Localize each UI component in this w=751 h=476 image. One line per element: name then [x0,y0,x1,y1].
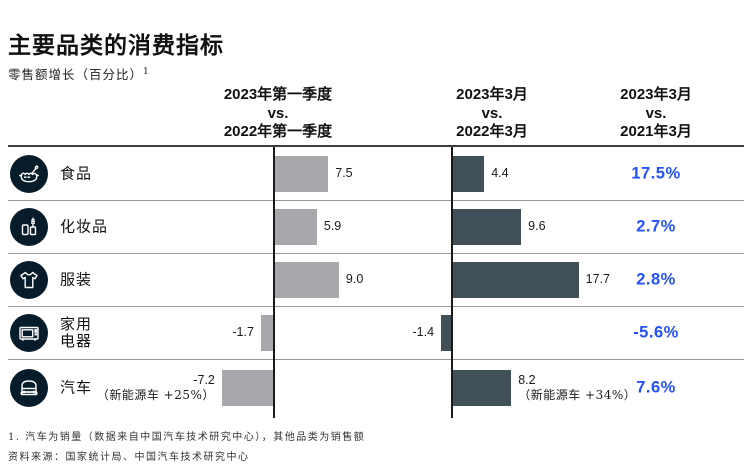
column-header-line: 2022年3月 [456,123,528,140]
bar-march-3 [441,314,451,351]
category-row-cosmetics: 化妆品 2.7% [0,200,751,253]
bar-q1-1 [275,208,317,245]
subtitle-footnote-marker: 1 [143,66,150,77]
bar-value: 9.6 [528,219,546,233]
bar-value-label: -1.4 [413,315,435,351]
bar-value-label: 7.5 [335,156,352,192]
bar-value-label: 17.7 [586,262,610,298]
row-divider [8,200,744,201]
bar-value: -1.7 [232,325,254,339]
cosmetics-icon [10,207,48,246]
bar-value: -7.2 [193,373,215,387]
page-subtitle: 零售额增长（百分比）1 [8,64,150,83]
column-header-line: 2023年3月 [456,86,528,103]
category-row-appliances: 家用 电器 -5.6% [0,306,751,359]
bar-value-label: 9.6 [528,209,545,245]
bar-march-2 [453,261,579,298]
bar-value-label: 5.9 [324,209,341,245]
source-note: 资料来源：国家统计局、中国汽车技术研究中心 [8,452,250,463]
bar-march-4 [453,370,512,406]
bar-value: 4.4 [491,166,509,180]
category-label: 食品 [60,164,93,182]
column-header-q1: 2023年第一季度 vs. 2022年第一季度 [178,86,378,142]
category-label: 汽车 [60,378,93,397]
two-year-growth-value: -5.6% [633,323,679,341]
row-divider [8,306,744,307]
bar-value: 17.7 [585,272,610,286]
bar-value-label: -7.2 （新能源车 +25%） [97,370,215,406]
column-header-vs: vs. [645,104,667,122]
tshirt-icon [10,260,48,299]
category-label: 家用 电器 [60,314,93,350]
bar-value-label: 8.2 （新能源车 +34%） [518,370,636,406]
bar-value: 7.5 [335,166,353,180]
row-divider [8,253,744,254]
column-header-line: 2022年第一季度 [223,123,333,140]
header-divider [8,145,744,147]
bar-march-0 [453,155,485,192]
car-icon [10,369,48,407]
bar-value: 5.9 [323,219,342,233]
bar-q1-4 [221,370,273,406]
ev-note: （新能源车 +25%） [96,388,215,402]
page-title: 主要品类的消费指标 [8,32,224,59]
food-pot-icon [10,154,48,193]
column-header-march-yoy: 2023年3月 vs. 2022年3月 [412,86,572,142]
bar-value-label: 9.0 [346,262,363,298]
row-divider [8,359,744,360]
two-year-growth-value: 17.5% [631,164,681,182]
zero-axis-march [451,147,453,418]
category-label: 服装 [60,270,93,288]
column-header-vs: vs. [267,104,289,122]
bar-march-1 [453,208,522,245]
bar-q1-2 [275,261,339,298]
column-header-line: 2023年第一季度 [223,86,333,103]
category-row-clothing: 服装 2.8% [0,253,751,306]
ev-note: （新能源车 +34%） [518,388,637,402]
category-row-food: 食品 17.5% [0,147,751,200]
category-row-cars: 汽车 7.6% [0,359,751,417]
column-header-line: 2021年3月 [620,123,692,140]
bar-value: 9.0 [345,272,364,286]
two-year-growth-value: 2.8% [636,270,676,288]
two-year-growth-value: 7.6% [636,378,676,397]
footnote-1: 1. 汽车为销量（数据来自中国汽车技术研究中心），其他品类为销售额 [8,432,366,443]
category-label: 化妆品 [60,217,109,235]
bar-q1-0 [275,155,329,192]
column-header-vs: vs. [481,104,503,122]
category-label-line: 家用 [60,314,93,333]
bar-value-label: -1.7 [232,315,254,351]
bar-value: -1.4 [412,325,435,339]
bar-q1-3 [260,314,273,351]
bar-value: 8.2 [518,373,536,387]
subtitle-text: 零售额增长（百分比） [8,67,144,82]
column-header-march-2yr: 2023年3月 vs. 2021年3月 [576,86,736,142]
column-header-line: 2023年3月 [620,86,692,103]
microwave-icon [10,313,48,352]
zero-axis-q1 [273,147,275,418]
category-label-line: 电器 [60,331,93,350]
bar-value-label: 4.4 [491,156,508,192]
two-year-growth-value: 2.7% [636,217,676,235]
